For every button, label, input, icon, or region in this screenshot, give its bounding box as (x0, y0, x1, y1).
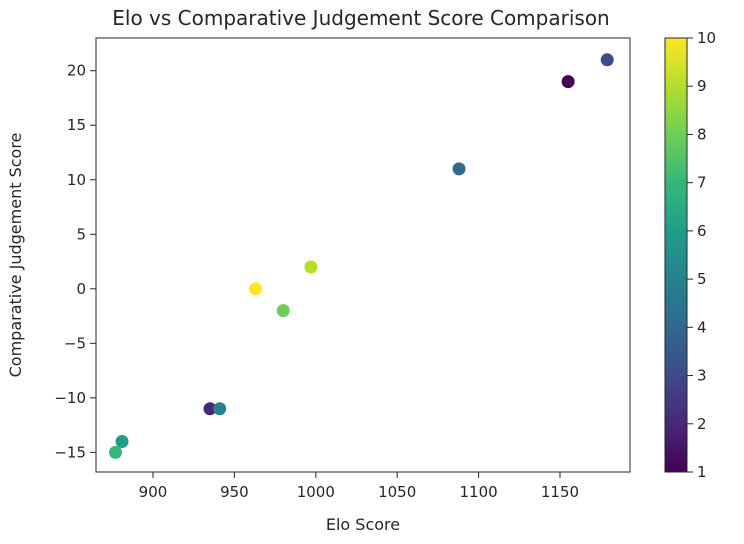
x-axis-label: Elo Score (326, 515, 400, 534)
colorbar-tick-label: 6 (697, 222, 707, 240)
colorbar-tick-label: 7 (697, 174, 707, 192)
data-point-9 (304, 260, 318, 274)
y-tick-label: 15 (67, 116, 86, 134)
y-axis-label: Comparative Judgement Score (6, 133, 25, 378)
y-tick-label: 10 (67, 171, 86, 189)
points-layer (109, 53, 614, 459)
colorbar-tick-label: 1 (697, 463, 707, 481)
y-tick-label: −10 (54, 389, 86, 407)
colorbar-tick-label: 10 (697, 29, 716, 47)
colorbar-ticks: 1 2 3 4 5 6 7 8 9 10 (687, 29, 716, 481)
y-tick-label: −5 (64, 334, 86, 352)
data-point-6 (115, 434, 129, 448)
colorbar-tick-label: 4 (697, 318, 707, 336)
data-point-4 (452, 162, 466, 176)
y-tick-label: 20 (67, 62, 86, 80)
y-tick-label: 5 (76, 225, 86, 243)
x-tick-label: 900 (139, 483, 168, 501)
y-tick-label: −15 (54, 443, 86, 461)
x-axis-ticks: 900 950 1000 1050 1100 1150 (139, 472, 579, 501)
colorbar-tick-label: 5 (697, 270, 707, 288)
x-tick-label: 1150 (541, 483, 579, 501)
x-tick-label: 1000 (297, 483, 335, 501)
x-tick-label: 1050 (378, 483, 416, 501)
x-tick-label: 1100 (459, 483, 497, 501)
colorbar-tick-label: 3 (697, 367, 707, 385)
chart-title: Elo vs Comparative Judgement Score Compa… (112, 6, 609, 30)
x-tick-label: 950 (220, 483, 249, 501)
colorbar (664, 37, 688, 473)
y-tick-label: 0 (76, 280, 86, 298)
data-point-2 (203, 402, 217, 416)
data-point-8 (276, 304, 290, 318)
y-axis-ticks: −15 −10 −5 0 5 10 15 20 (54, 62, 96, 461)
colorbar-tick-label: 2 (697, 415, 707, 433)
plot-frame (95, 37, 631, 473)
data-point-5 (213, 402, 227, 416)
data-point-3 (600, 53, 614, 67)
data-point-7 (109, 445, 123, 459)
colorbar-tick-label: 9 (697, 77, 707, 95)
data-point-10 (249, 282, 263, 296)
data-point-1 (561, 75, 575, 89)
colorbar-tick-label: 8 (697, 125, 707, 143)
